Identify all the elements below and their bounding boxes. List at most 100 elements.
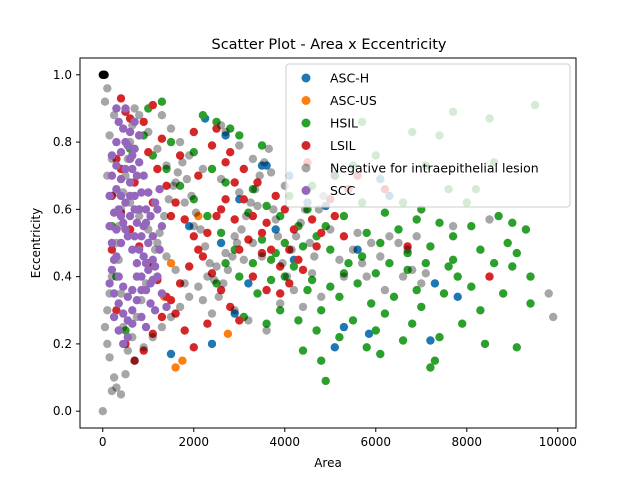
- data-point: [223, 265, 233, 275]
- data-point: [276, 299, 285, 308]
- data-point: [116, 390, 126, 399]
- data-point: [166, 124, 176, 133]
- data-point: [257, 252, 267, 261]
- data-point: [408, 319, 417, 328]
- data-point: [251, 185, 260, 194]
- data-point: [335, 292, 344, 301]
- data-point: [128, 151, 137, 160]
- data-point: [105, 222, 114, 231]
- data-point: [417, 279, 426, 288]
- data-point: [264, 144, 273, 153]
- data-point: [512, 343, 521, 352]
- data-point: [196, 225, 205, 234]
- data-point: [166, 211, 176, 221]
- data-point: [289, 225, 299, 234]
- data-point: [150, 198, 160, 207]
- data-point: [248, 154, 258, 164]
- data-point: [137, 232, 146, 241]
- data-point: [367, 299, 376, 308]
- data-point: [235, 188, 244, 197]
- y-axis: 0.0 0.2 0.4 0.6 0.8 1.0: [53, 68, 80, 418]
- x-tick-label: 10000: [539, 435, 577, 449]
- data-point: [178, 356, 187, 365]
- legend-label: ASC-H: [330, 71, 369, 86]
- data-point: [153, 238, 162, 248]
- y-axis-label: Eccentricity: [29, 208, 43, 278]
- data-point: [128, 245, 137, 254]
- data-point: [485, 215, 494, 224]
- data-point: [100, 322, 110, 332]
- data-point: [112, 185, 121, 194]
- data-point: [430, 279, 440, 288]
- data-point: [435, 333, 444, 342]
- y-tick-label: 1.0: [53, 68, 72, 82]
- data-point: [132, 272, 142, 281]
- data-point: [467, 222, 476, 231]
- data-point: [212, 211, 221, 221]
- data-point: [255, 171, 264, 180]
- data-point: [235, 131, 244, 140]
- data-point: [230, 215, 239, 224]
- data-point: [141, 218, 151, 227]
- data-point: [276, 262, 285, 271]
- data-point: [116, 148, 126, 157]
- data-point: [210, 275, 219, 285]
- data-point: [212, 117, 221, 127]
- y-tick-label: 0.8: [53, 135, 72, 149]
- data-point: [114, 117, 123, 127]
- data-point: [317, 306, 326, 315]
- legend-marker: [301, 96, 311, 105]
- data-point: [276, 306, 285, 315]
- data-point: [116, 174, 126, 184]
- data-point: [150, 262, 160, 271]
- data-point: [116, 191, 126, 201]
- data-point: [549, 312, 558, 322]
- data-point: [107, 238, 117, 248]
- data-point: [503, 238, 512, 248]
- data-point: [282, 272, 292, 281]
- data-point: [162, 302, 171, 312]
- data-point: [353, 279, 362, 288]
- data-point: [221, 195, 230, 204]
- data-point: [139, 252, 148, 261]
- x-tick-label: 6000: [361, 435, 392, 449]
- data-point: [317, 292, 326, 301]
- data-point: [132, 218, 142, 227]
- data-point: [166, 349, 176, 359]
- data-point: [207, 141, 217, 150]
- data-point: [248, 272, 258, 281]
- data-point: [494, 211, 503, 221]
- data-point: [191, 208, 201, 217]
- data-point: [175, 137, 185, 147]
- legend-label: SCC: [330, 183, 356, 198]
- data-point: [207, 339, 217, 349]
- data-point: [221, 158, 230, 167]
- data-point: [221, 178, 230, 187]
- data-point: [476, 245, 485, 254]
- data-point: [166, 137, 176, 147]
- data-point: [276, 211, 285, 221]
- x-axis-label: Area: [314, 456, 342, 470]
- data-point: [107, 272, 117, 281]
- data-point: [403, 248, 412, 258]
- data-point: [148, 255, 157, 264]
- data-point: [389, 292, 399, 301]
- data-point: [248, 238, 258, 248]
- data-point: [121, 370, 130, 379]
- data-point: [421, 269, 430, 278]
- data-point: [312, 326, 321, 335]
- data-point: [257, 248, 267, 258]
- data-point: [430, 356, 440, 365]
- x-axis: 0 2000 4000 6000 8000 10000: [99, 428, 577, 449]
- data-point: [125, 178, 135, 187]
- data-point: [244, 279, 253, 288]
- data-point: [144, 127, 153, 137]
- legend-marker: [301, 73, 311, 83]
- data-point: [144, 238, 153, 248]
- data-point: [298, 242, 308, 251]
- data-point: [221, 127, 230, 137]
- data-point: [182, 174, 192, 184]
- data-point: [107, 265, 117, 275]
- y-tick-label: 0.0: [53, 404, 72, 418]
- data-point: [339, 272, 349, 281]
